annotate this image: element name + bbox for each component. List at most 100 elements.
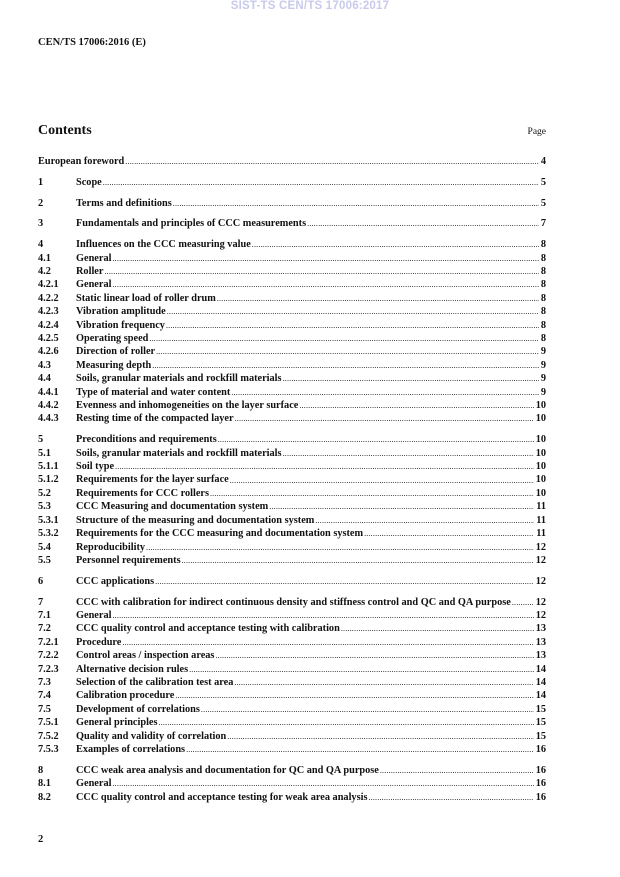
toc-entry[interactable]: 5.2 Requirements for CCC rollers 10 <box>38 487 546 500</box>
toc-entry[interactable]: 6 CCC applications 12 <box>38 575 546 588</box>
toc-entry[interactable]: 4.2.5 Operating speed 8 <box>38 332 546 345</box>
toc-entry-title[interactable]: General <box>76 609 112 621</box>
toc-entry[interactable]: European foreword 4 <box>38 155 546 168</box>
toc-entry[interactable]: 7.2.1 Procedure 13 <box>38 636 546 649</box>
toc-entry-title[interactable]: Development of correlations <box>76 703 200 715</box>
toc-entry-title[interactable]: Structure of the measuring and documenta… <box>76 514 315 526</box>
toc-entry-title[interactable]: CCC with calibration for indirect contin… <box>76 596 511 608</box>
toc-entry-number: 7.2 <box>38 623 51 635</box>
toc-entry[interactable]: 7.3 Selection of the calibration test are… <box>38 676 546 689</box>
toc-entry-title[interactable]: Influences on the CCC measuring value <box>76 239 251 251</box>
toc-entry-number: 5.5 <box>38 554 51 566</box>
toc-entry[interactable]: 7.2.3 Alternative decision rules 14 <box>38 663 546 676</box>
toc-entry[interactable]: 1 Scope 5 <box>38 176 546 189</box>
toc-entry-title[interactable]: Alternative decision rules <box>76 663 189 675</box>
toc-entry-title[interactable]: Reproducibility <box>76 541 146 553</box>
toc-entry[interactable]: 4.1 General 8 <box>38 252 546 265</box>
toc-entry[interactable]: 8 CCC weak area analysis and documentatio… <box>38 764 546 777</box>
toc-entry-title[interactable]: Personnel requirements <box>76 554 181 566</box>
toc-entry-title[interactable]: Fundamentals and principles of CCC measu… <box>76 218 307 230</box>
toc-entry[interactable]: 5.1 Soils, granular materials and rockfil… <box>38 447 546 460</box>
toc-entry[interactable]: 7.1 General 12 <box>38 609 546 622</box>
toc-entry-number: 4.3 <box>38 359 51 371</box>
toc-entry-title[interactable]: Roller <box>76 266 104 277</box>
toc-entry-title[interactable]: CCC quality control and acceptance testi… <box>76 791 368 803</box>
toc-entry-title[interactable]: Soil type <box>76 461 115 473</box>
toc-entry-title[interactable]: Resting time of the compacted layer <box>76 413 234 425</box>
toc-entry-title[interactable]: Quality and validity of correlation <box>76 730 227 742</box>
toc-entry-page: 7 <box>540 218 546 230</box>
toc-entry-title[interactable]: Operating speed <box>76 333 149 345</box>
toc-entry[interactable]: 4.2.3 Vibration amplitude 8 <box>38 305 546 318</box>
toc-entry-title[interactable]: Selection of the calibration test area <box>76 676 234 688</box>
toc-entry-title[interactable]: Evenness and inhomogeneities on the laye… <box>76 400 299 412</box>
toc-entry-title[interactable]: CCC applications <box>76 575 155 587</box>
toc-entry-title[interactable]: Preconditions and requirements <box>76 434 217 446</box>
toc-entry-title[interactable]: Soils, granular materials and rockfill m… <box>76 447 282 459</box>
toc-entry[interactable]: 4.4.2 Evenness and inhomogeneities on the… <box>38 399 546 412</box>
toc-entry-title[interactable]: General <box>76 279 112 291</box>
toc-entry-title[interactable]: Requirements for the layer surface <box>76 474 229 486</box>
toc-entry-title[interactable]: General <box>76 778 112 790</box>
toc-entry-title[interactable]: Type of material and water content <box>76 386 231 398</box>
toc-entry[interactable]: 5.3.1 Structure of the measuring and docu… <box>38 514 546 527</box>
toc-entry[interactable]: 4.4 Soils, granular materials and rockfil… <box>38 372 546 385</box>
toc-entry[interactable]: 4.2.4 Vibration frequency 8 <box>38 319 546 332</box>
dot-leader <box>155 345 539 358</box>
toc-entry[interactable]: 5.3.2 Requirements for the CCC measuring … <box>38 527 546 540</box>
toc-entry-title[interactable]: Requirements for the CCC measuring and d… <box>76 528 364 540</box>
toc-entry-title[interactable]: European foreword <box>38 156 125 167</box>
toc-entry[interactable]: 7.5 Development of correlations 15 <box>38 703 546 716</box>
toc-entry[interactable]: 5.4 Reproducibility 12 <box>38 541 546 554</box>
toc-entry-number: 5.3.2 <box>38 528 59 540</box>
toc-entry[interactable]: 7.2.2 Control areas / inspection areas 13 <box>38 649 546 662</box>
toc-entry[interactable]: 5.5 Personnel requirements 12 <box>38 554 546 567</box>
toc-entry[interactable]: 5.1.1 Soil type 10 <box>38 460 546 473</box>
dot-leader <box>181 554 534 567</box>
toc-entry[interactable]: 7 CCC with calibration for indirect conti… <box>38 596 546 609</box>
toc-entry[interactable]: 8.1 General 16 <box>38 777 546 790</box>
toc-entry[interactable]: 4.2.2 Static linear load of roller drum 8 <box>38 292 546 305</box>
toc-entry[interactable]: 4.2.6 Direction of roller 9 <box>38 345 546 358</box>
toc-entry[interactable]: 4.2.1 General 8 <box>38 278 546 291</box>
toc-entry[interactable]: 4.4.1 Type of material and water content 9 <box>38 386 546 399</box>
toc-entry[interactable]: 5.1.2 Requirements for the layer surface 1… <box>38 473 546 486</box>
toc-entry-title[interactable]: General <box>76 252 112 264</box>
toc-entry-number: 1 <box>38 176 44 188</box>
toc-entry-title[interactable]: Vibration frequency <box>76 319 165 331</box>
toc-entry[interactable]: 7.2 CCC quality control and acceptance te… <box>38 622 546 635</box>
toc-entry[interactable]: 4.4.3 Resting time of the compacted layer… <box>38 412 546 425</box>
toc-entry-title[interactable]: Examples of correlations <box>76 743 186 755</box>
toc-entry-title[interactable]: Static linear load of roller drum <box>76 292 216 304</box>
toc-entry[interactable]: 3 Fundamentals and principles of CCC meas… <box>38 217 546 230</box>
toc-entry[interactable]: 8.2 CCC quality control and acceptance te… <box>38 791 546 804</box>
toc-entry-title[interactable]: Scope <box>76 176 102 188</box>
toc-entry-number: 8.1 <box>38 778 51 790</box>
toc-entry-title[interactable]: Direction of roller <box>76 346 156 358</box>
toc-entry[interactable]: 4 Influences on the CCC measuring value 8 <box>38 238 546 251</box>
toc-entry[interactable]: 4.2 Roller 8 <box>38 265 546 278</box>
toc-entry[interactable]: 5.3 CCC Measuring and documentation syste… <box>38 500 546 513</box>
toc-entry-number: 5.2 <box>38 487 51 499</box>
toc-entry-page: 5 <box>540 197 546 209</box>
toc-entry[interactable]: 5 Preconditions and requirements 10 <box>38 433 546 446</box>
toc-entry[interactable]: 7.5.2 Quality and validity of correlation… <box>38 730 546 743</box>
toc-entry[interactable]: 4.3 Measuring depth 9 <box>38 359 546 372</box>
toc-entry[interactable]: 7.4 Calibration procedure 14 <box>38 689 546 702</box>
toc-entry-number: 8 <box>38 764 44 776</box>
toc-entry-title[interactable]: CCC quality control and acceptance testi… <box>76 623 340 635</box>
toc-entry-title[interactable]: Calibration procedure <box>76 690 175 702</box>
toc-entry-title[interactable]: CCC weak area analysis and documentation… <box>76 764 379 776</box>
toc-entry-title[interactable]: Terms and definitions <box>76 197 172 209</box>
toc-entry[interactable]: 2 Terms and definitions 5 <box>38 197 546 210</box>
toc-entry-title[interactable]: Vibration amplitude <box>76 306 166 318</box>
toc-entry-title[interactable]: Control areas / inspection areas <box>76 650 215 662</box>
toc-entry-title[interactable]: Procedure <box>76 636 122 648</box>
toc-entry-title[interactable]: CCC Measuring and documentation system <box>76 501 269 513</box>
toc-entry-title[interactable]: Soils, granular materials and rockfill m… <box>76 373 282 385</box>
toc-entry[interactable]: 7.5.1 General principles 15 <box>38 716 546 729</box>
toc-entry[interactable]: 7.5.3 Examples of correlations 16 <box>38 743 546 756</box>
toc-entry-title[interactable]: General principles <box>76 717 158 729</box>
toc-entry-title[interactable]: Measuring depth <box>76 359 152 371</box>
toc-entry-title[interactable]: Requirements for CCC rollers <box>76 487 209 499</box>
